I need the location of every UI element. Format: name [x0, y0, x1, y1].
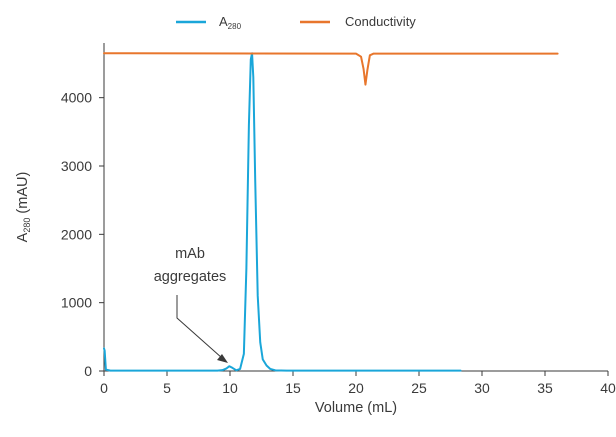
series-line-a280 [103, 52, 462, 372]
annotation-arrowhead [217, 354, 228, 363]
y-tick-label: 3000 [61, 158, 92, 174]
annotation-leader-line [176, 295, 223, 359]
y-tick-label: 1000 [61, 295, 92, 311]
annotation-line-2: aggregates [154, 269, 227, 285]
y-axis-title: A280 (mAU) [15, 172, 32, 243]
series-layer [103, 52, 559, 372]
y-axis-ticks: 0 1000 2000 3000 4000 [61, 90, 104, 379]
x-tick-label: 0 [100, 380, 108, 396]
x-tick-label: 30 [474, 380, 490, 396]
y-tick-label: 0 [84, 363, 92, 379]
x-tick-label: 40 [600, 380, 616, 396]
x-tick-label: 20 [348, 380, 364, 396]
y-tick-label: 4000 [61, 90, 92, 106]
series-line-conductivity [103, 52, 559, 86]
y-tick-label: 2000 [61, 226, 92, 242]
x-tick-label: 25 [411, 380, 427, 396]
annotation-line-1: mAb [175, 246, 205, 262]
annotation-mab-aggregates: mAb aggregates [154, 246, 228, 363]
x-tick-label: 35 [537, 380, 553, 396]
x-tick-label: 15 [285, 380, 301, 396]
x-axis-ticks: 0 5 10 15 20 25 30 35 40 [100, 371, 616, 396]
x-tick-label: 5 [163, 380, 171, 396]
legend-label-conductivity: Conductivity [345, 14, 416, 29]
x-axis-title: Volume (mL) [315, 400, 397, 416]
x-tick-label: 10 [222, 380, 238, 396]
legend: A280 Conductivity [176, 14, 416, 31]
legend-label-a280: A280 [219, 14, 242, 31]
